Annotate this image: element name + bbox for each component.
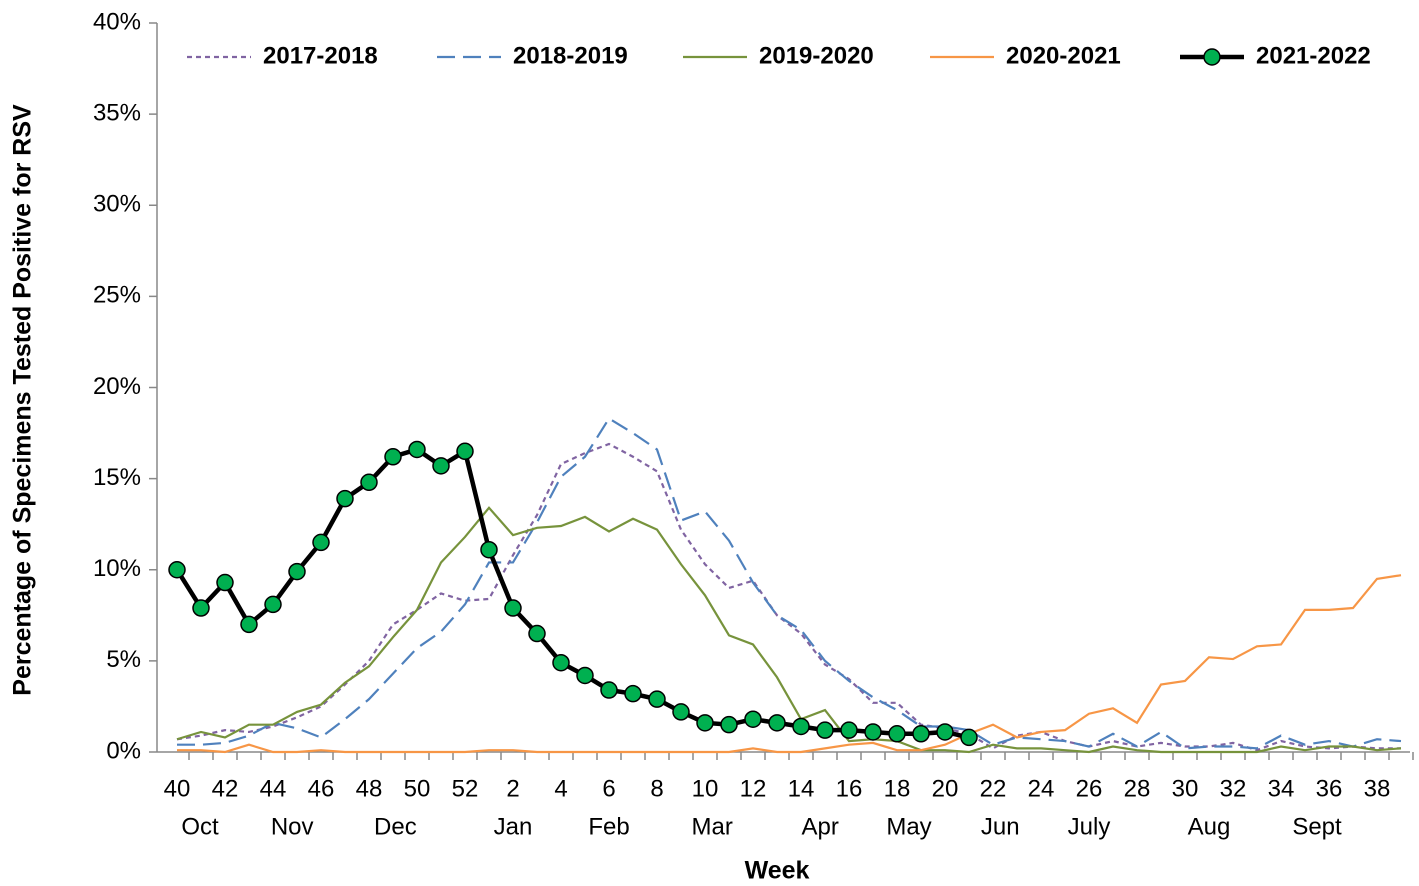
series-marker — [576, 666, 594, 685]
y-tick-label: 10% — [93, 555, 141, 582]
y-tick-label: 5% — [106, 646, 141, 673]
series-marker — [432, 457, 450, 475]
x-tick-label: 18 — [884, 775, 911, 802]
series-marker — [744, 710, 762, 728]
series-marker — [960, 728, 978, 747]
x-tick-label: 28 — [1124, 775, 1151, 802]
month-label: Jun — [981, 813, 1020, 840]
series-marker — [696, 714, 714, 732]
series-marker — [864, 723, 882, 741]
y-tick-label: 0% — [106, 737, 141, 764]
series-marker — [264, 595, 282, 614]
series-marker — [408, 440, 426, 459]
series-line — [176, 506, 1402, 754]
x-tick-label: 38 — [1364, 775, 1391, 802]
series-marker — [312, 533, 330, 552]
x-tick-label: 2 — [506, 775, 519, 802]
y-tick-label: 25% — [93, 282, 141, 309]
series-line — [177, 574, 1402, 754]
y-tick-label: 40% — [93, 8, 141, 35]
x-tick-label: 26 — [1076, 775, 1103, 802]
series-marker — [840, 721, 858, 739]
x-tick-label: 50 — [404, 775, 431, 802]
series-marker — [936, 723, 954, 741]
month-label: Apr — [802, 813, 839, 840]
series-marker — [672, 703, 690, 721]
month-label: Aug — [1188, 813, 1231, 840]
x-tick-label: 40 — [164, 775, 191, 802]
series-marker — [336, 489, 354, 508]
series-marker — [648, 690, 666, 708]
series-marker — [816, 721, 834, 739]
legend-label: 2019-2020 — [759, 42, 874, 69]
x-tick-label: 22 — [980, 775, 1007, 802]
month-label: May — [886, 813, 931, 840]
series-marker — [384, 448, 402, 466]
series-marker — [912, 725, 930, 743]
x-tick-label: 12 — [740, 775, 767, 802]
x-tick-label: 52 — [452, 775, 479, 802]
series-marker — [288, 562, 306, 581]
series-marker — [504, 599, 522, 617]
series-marker — [528, 624, 546, 643]
series-line — [177, 416, 1402, 750]
legend-label: 2017-2018 — [263, 42, 378, 69]
series-line — [175, 446, 970, 740]
month-label: Oct — [181, 813, 219, 840]
x-tick-label: 46 — [308, 775, 335, 802]
series-marker — [720, 715, 738, 734]
x-tick-label: 24 — [1028, 775, 1055, 802]
legend-label: 2020-2021 — [1006, 42, 1121, 69]
series-marker — [624, 684, 642, 703]
x-tick-label: 30 — [1172, 775, 1199, 802]
series-marker — [168, 561, 186, 579]
x-tick-label: 4 — [554, 775, 567, 802]
x-tick-label: 14 — [788, 775, 815, 802]
series-marker — [552, 653, 570, 672]
y-tick-label: 35% — [93, 99, 141, 126]
y-axis-title: Percentage of Specimens Tested Positive … — [9, 104, 37, 696]
series-marker — [480, 540, 498, 559]
series-marker — [888, 725, 906, 743]
legend-marker — [1203, 48, 1221, 66]
y-tick-label: 30% — [93, 191, 141, 218]
series-marker — [768, 714, 786, 732]
x-tick-label: 8 — [650, 775, 663, 802]
month-label: July — [1068, 813, 1111, 840]
legend-label: 2018-2019 — [513, 42, 628, 69]
series-marker — [192, 599, 210, 617]
x-tick-label: 16 — [836, 775, 863, 802]
month-label: Mar — [692, 813, 733, 840]
series-marker — [600, 681, 618, 699]
x-tick-label: 42 — [212, 775, 239, 802]
series-marker — [456, 442, 474, 461]
y-tick-label: 15% — [93, 464, 141, 491]
month-label: Sept — [1292, 813, 1342, 840]
month-label: Jan — [494, 813, 533, 840]
x-tick-label: 6 — [602, 775, 615, 802]
y-tick-label: 20% — [93, 373, 141, 400]
x-tick-label: 48 — [356, 775, 383, 802]
x-tick-label: 36 — [1316, 775, 1343, 802]
month-label: Feb — [588, 813, 629, 840]
series-marker — [360, 473, 378, 492]
x-axis-title: Week — [745, 857, 810, 885]
series-marker — [792, 717, 810, 736]
month-label: Nov — [271, 813, 314, 840]
x-tick-label: 20 — [932, 775, 959, 802]
x-tick-label: 32 — [1220, 775, 1247, 802]
series-marker — [240, 615, 258, 634]
x-tick-label: 34 — [1268, 775, 1295, 802]
x-tick-label: 10 — [692, 775, 719, 802]
x-tick-label: 44 — [260, 775, 287, 802]
series-marker — [216, 573, 234, 592]
month-label: Dec — [374, 813, 417, 840]
legend-label: 2021-2022 — [1256, 42, 1371, 69]
